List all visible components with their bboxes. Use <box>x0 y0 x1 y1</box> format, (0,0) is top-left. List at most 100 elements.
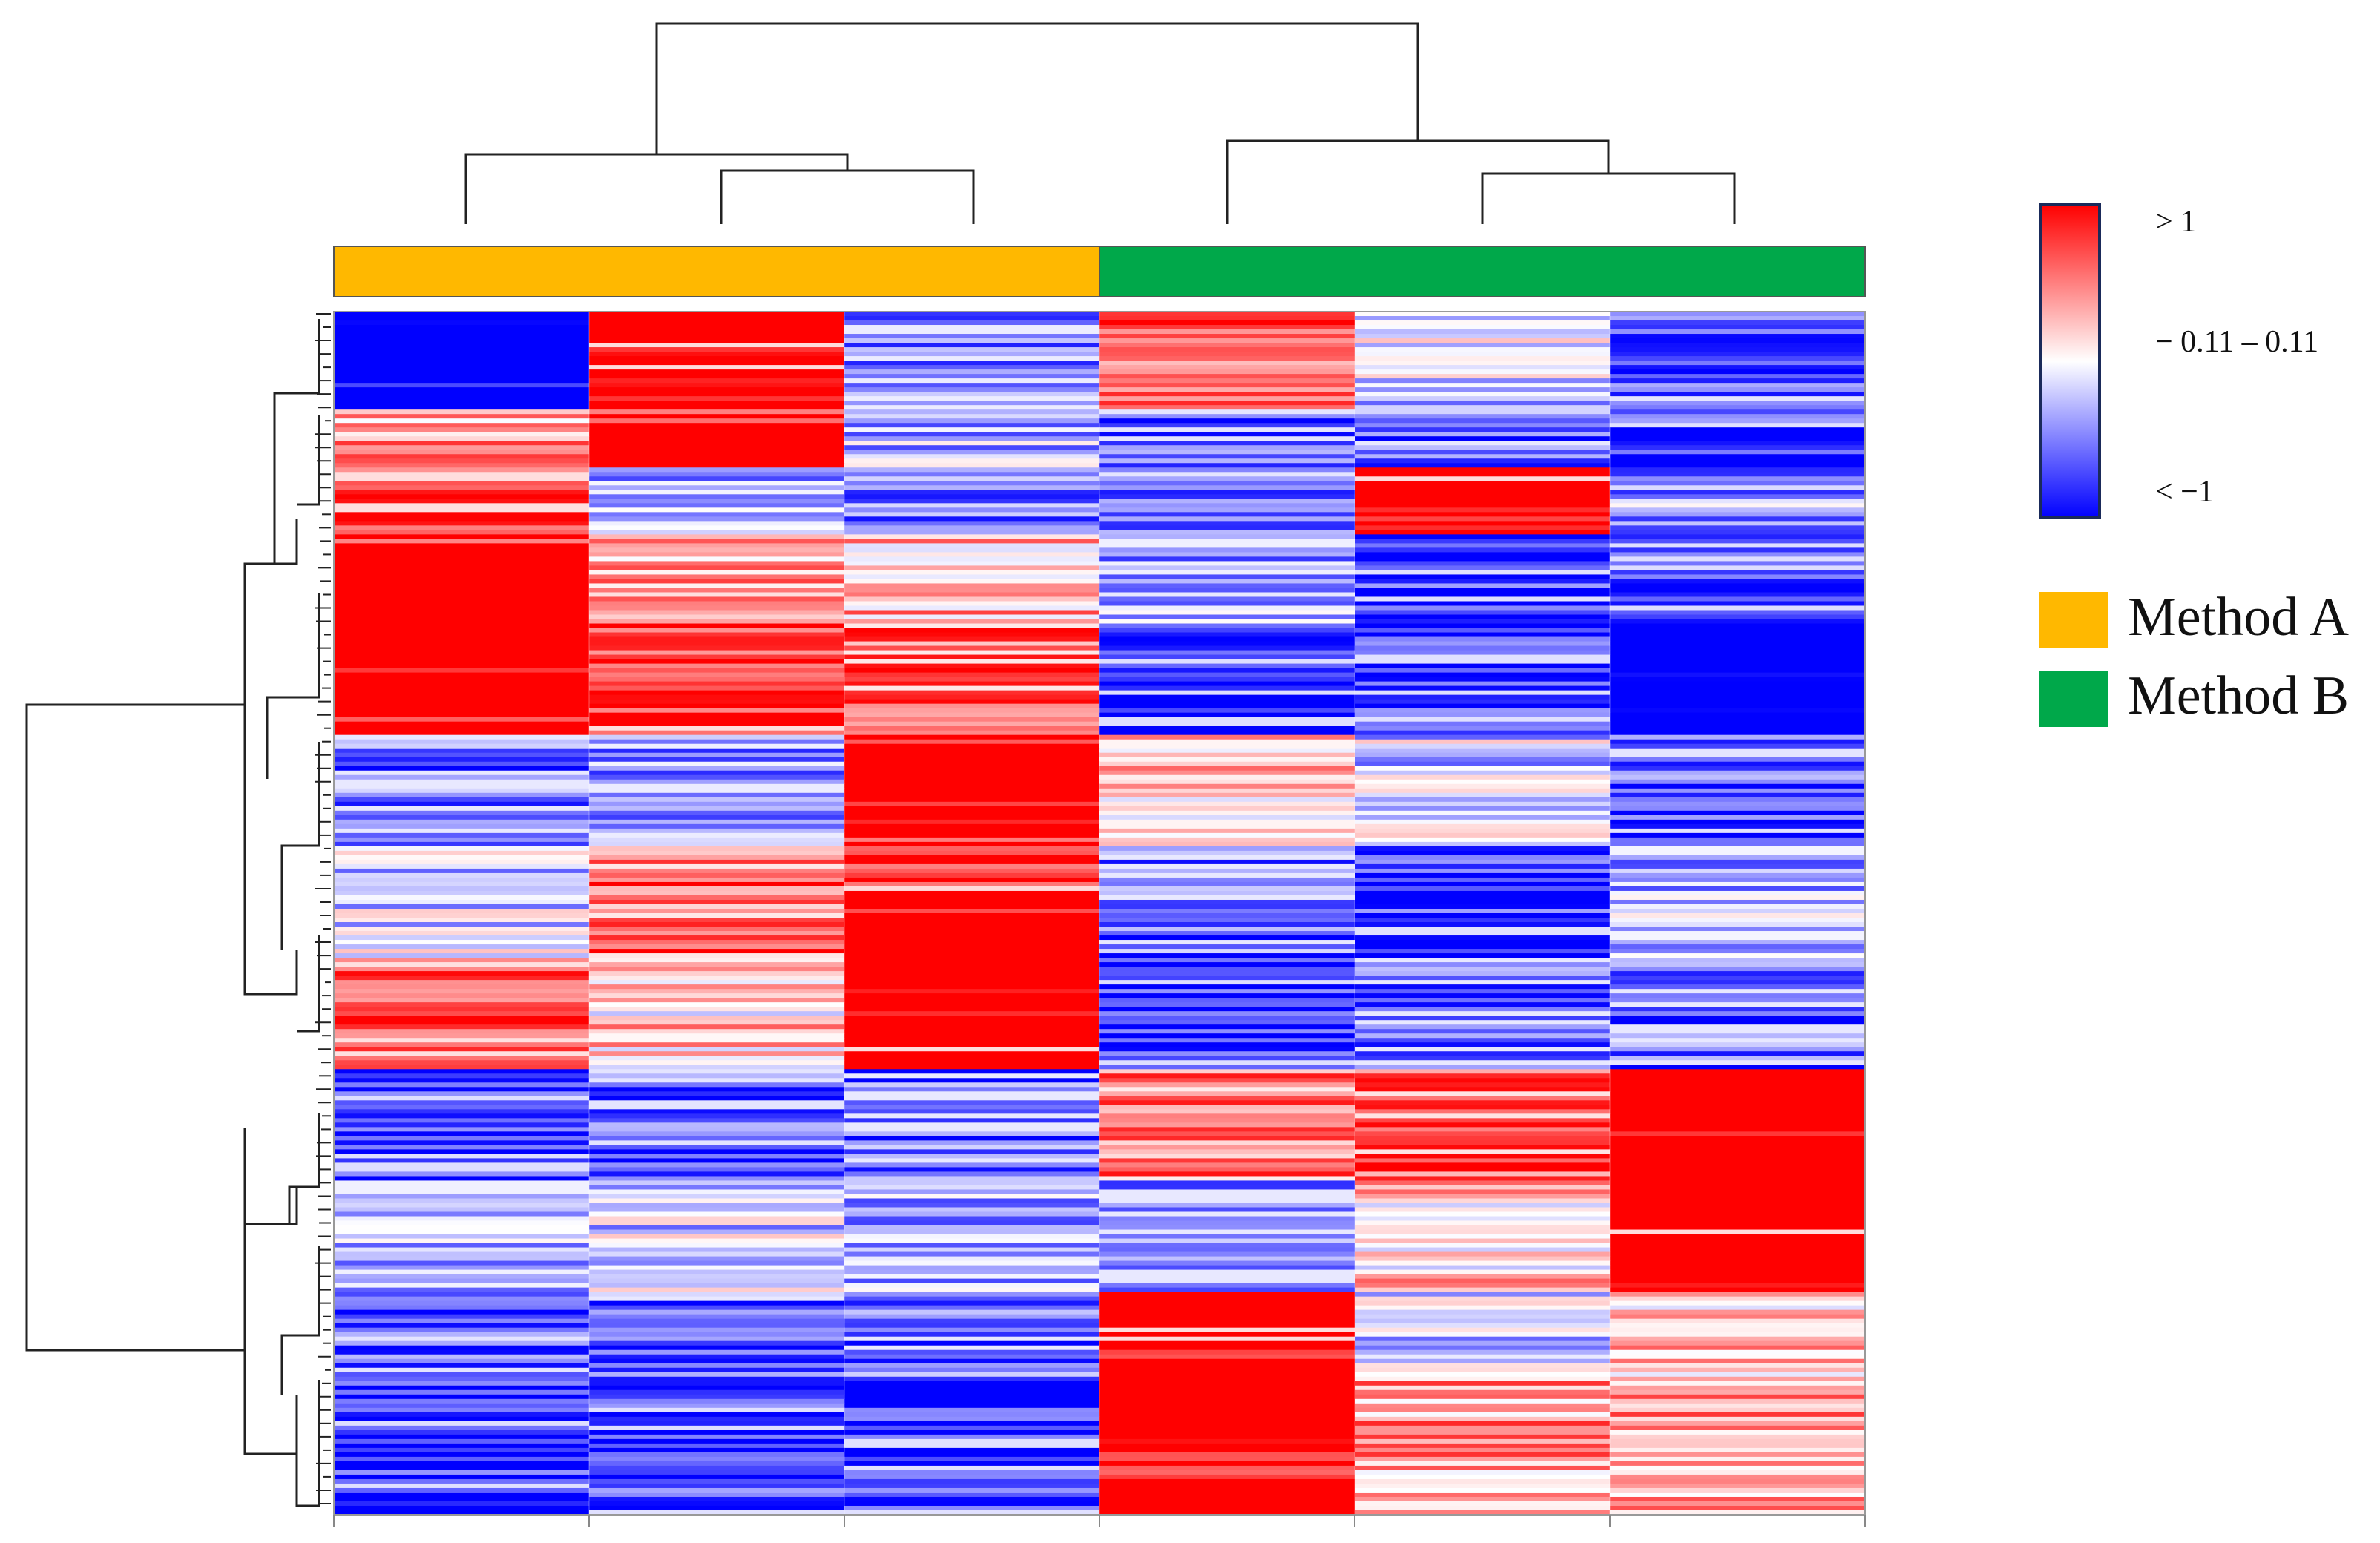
heatmap-cell <box>589 614 845 620</box>
heatmap-cell <box>844 467 1100 473</box>
heatmap-cell <box>1099 1113 1355 1119</box>
heatmap-cell <box>844 1425 1100 1431</box>
heatmap-cell <box>844 325 1100 330</box>
heatmap-cell <box>589 779 845 785</box>
heatmap-cell <box>334 703 590 709</box>
heatmap-cell <box>1099 467 1355 473</box>
heatmap-cell <box>844 1198 1100 1204</box>
heatmap-cell <box>589 316 845 321</box>
heatmap-cell <box>589 485 845 490</box>
heatmap-cell <box>1610 1492 1866 1498</box>
heatmap-cell <box>1355 423 1611 428</box>
heatmap-cell <box>1610 516 1866 522</box>
heatmap-cell <box>844 734 1100 740</box>
heatmap-cell <box>334 1309 590 1315</box>
heatmap-cell <box>1355 832 1611 838</box>
heatmap-cell <box>1355 958 1611 963</box>
heatmap-cell <box>589 530 845 535</box>
heatmap-cell <box>1355 855 1611 861</box>
heatmap-cell <box>1099 494 1355 499</box>
heatmap-cell <box>334 1113 590 1119</box>
heatmap-cell <box>1355 1287 1611 1293</box>
heatmap-cell <box>844 565 1100 571</box>
heatmap-cell <box>1355 645 1611 651</box>
heatmap-cell <box>1099 931 1355 936</box>
heatmap-cell <box>844 918 1100 923</box>
heatmap-cell <box>1355 935 1611 941</box>
heatmap-cell <box>1099 1238 1355 1244</box>
heatmap-cell <box>334 596 590 602</box>
heatmap-cell <box>844 561 1100 567</box>
heatmap-cell <box>334 1016 590 1021</box>
heatmap-cell <box>1099 1394 1355 1400</box>
heatmap-cell <box>334 1047 590 1052</box>
heatmap-cell <box>1355 534 1611 539</box>
heatmap-cell <box>334 1474 590 1480</box>
heatmap-cell <box>589 1505 845 1511</box>
heatmap-cell <box>589 971 845 976</box>
heatmap-cell <box>1355 539 1611 544</box>
heatmap-cell <box>1355 895 1611 901</box>
heatmap-cell <box>1099 1367 1355 1373</box>
heatmap-cell <box>844 859 1100 865</box>
heatmap-cell <box>589 1078 845 1083</box>
heatmap-cell <box>1610 672 1866 678</box>
heatmap-cell <box>1610 980 1866 985</box>
heatmap-cell <box>589 908 845 914</box>
heatmap-cell <box>844 1167 1100 1173</box>
heatmap-cell <box>1099 401 1355 406</box>
heatmap-cell <box>1099 659 1355 665</box>
heatmap-cell <box>1099 918 1355 923</box>
heatmap-cell <box>589 1171 845 1177</box>
heatmap-cell <box>844 752 1100 758</box>
heatmap-cell <box>589 1038 845 1043</box>
heatmap-cell <box>1355 659 1611 665</box>
scale-mid-label: − 0.11 – 0.11 <box>2155 325 2318 359</box>
heatmap-cell <box>844 1447 1100 1453</box>
heatmap-cell <box>844 984 1100 990</box>
heatmap-cell <box>1099 1389 1355 1395</box>
heatmap-cell <box>1355 610 1611 616</box>
heatmap-cell <box>1610 392 1866 397</box>
heatmap-cell <box>1099 378 1355 384</box>
heatmap-cell <box>844 681 1100 687</box>
heatmap-cell <box>844 1336 1100 1342</box>
heatmap-cell <box>844 717 1100 723</box>
heatmap-cell <box>1610 792 1866 798</box>
heatmap-cell <box>589 823 845 829</box>
heatmap-cell <box>1610 463 1866 468</box>
heatmap-cell <box>1355 405 1611 410</box>
heatmap-cell <box>844 423 1100 428</box>
heatmap-cell <box>589 369 845 375</box>
heatmap-cell <box>844 1149 1100 1154</box>
heatmap-cell <box>334 361 590 366</box>
heatmap-cell <box>1610 1447 1866 1453</box>
heatmap-cell <box>589 690 845 696</box>
heatmap-cell <box>1355 801 1611 807</box>
heatmap-cell <box>589 872 845 878</box>
heatmap-cell <box>1355 1069 1611 1074</box>
heatmap-cell <box>844 726 1100 731</box>
heatmap-cell <box>1099 1096 1355 1101</box>
heatmap-cell <box>334 378 590 384</box>
heatmap-cell <box>589 1265 845 1271</box>
heatmap-cell <box>589 499 845 504</box>
heatmap-cell <box>589 619 845 625</box>
heatmap-cell <box>334 1029 590 1034</box>
heatmap-cell <box>334 783 590 789</box>
heatmap-cell <box>844 792 1100 798</box>
heatmap-cell <box>334 628 590 634</box>
heatmap-cell <box>1610 739 1866 745</box>
heatmap-cell <box>1355 1194 1611 1200</box>
heatmap-cell <box>1099 645 1355 651</box>
heatmap-cell <box>589 1412 845 1418</box>
heatmap-cell <box>1355 445 1611 450</box>
heatmap-cell <box>334 859 590 865</box>
heatmap-cell <box>334 1332 590 1338</box>
heatmap-cell <box>1099 721 1355 727</box>
heatmap-cell <box>334 1216 590 1222</box>
heatmap-cell <box>1610 1113 1866 1119</box>
heatmap-cell <box>1355 1381 1611 1386</box>
heatmap-cell <box>589 414 845 419</box>
heatmap-cell <box>1355 512 1611 517</box>
